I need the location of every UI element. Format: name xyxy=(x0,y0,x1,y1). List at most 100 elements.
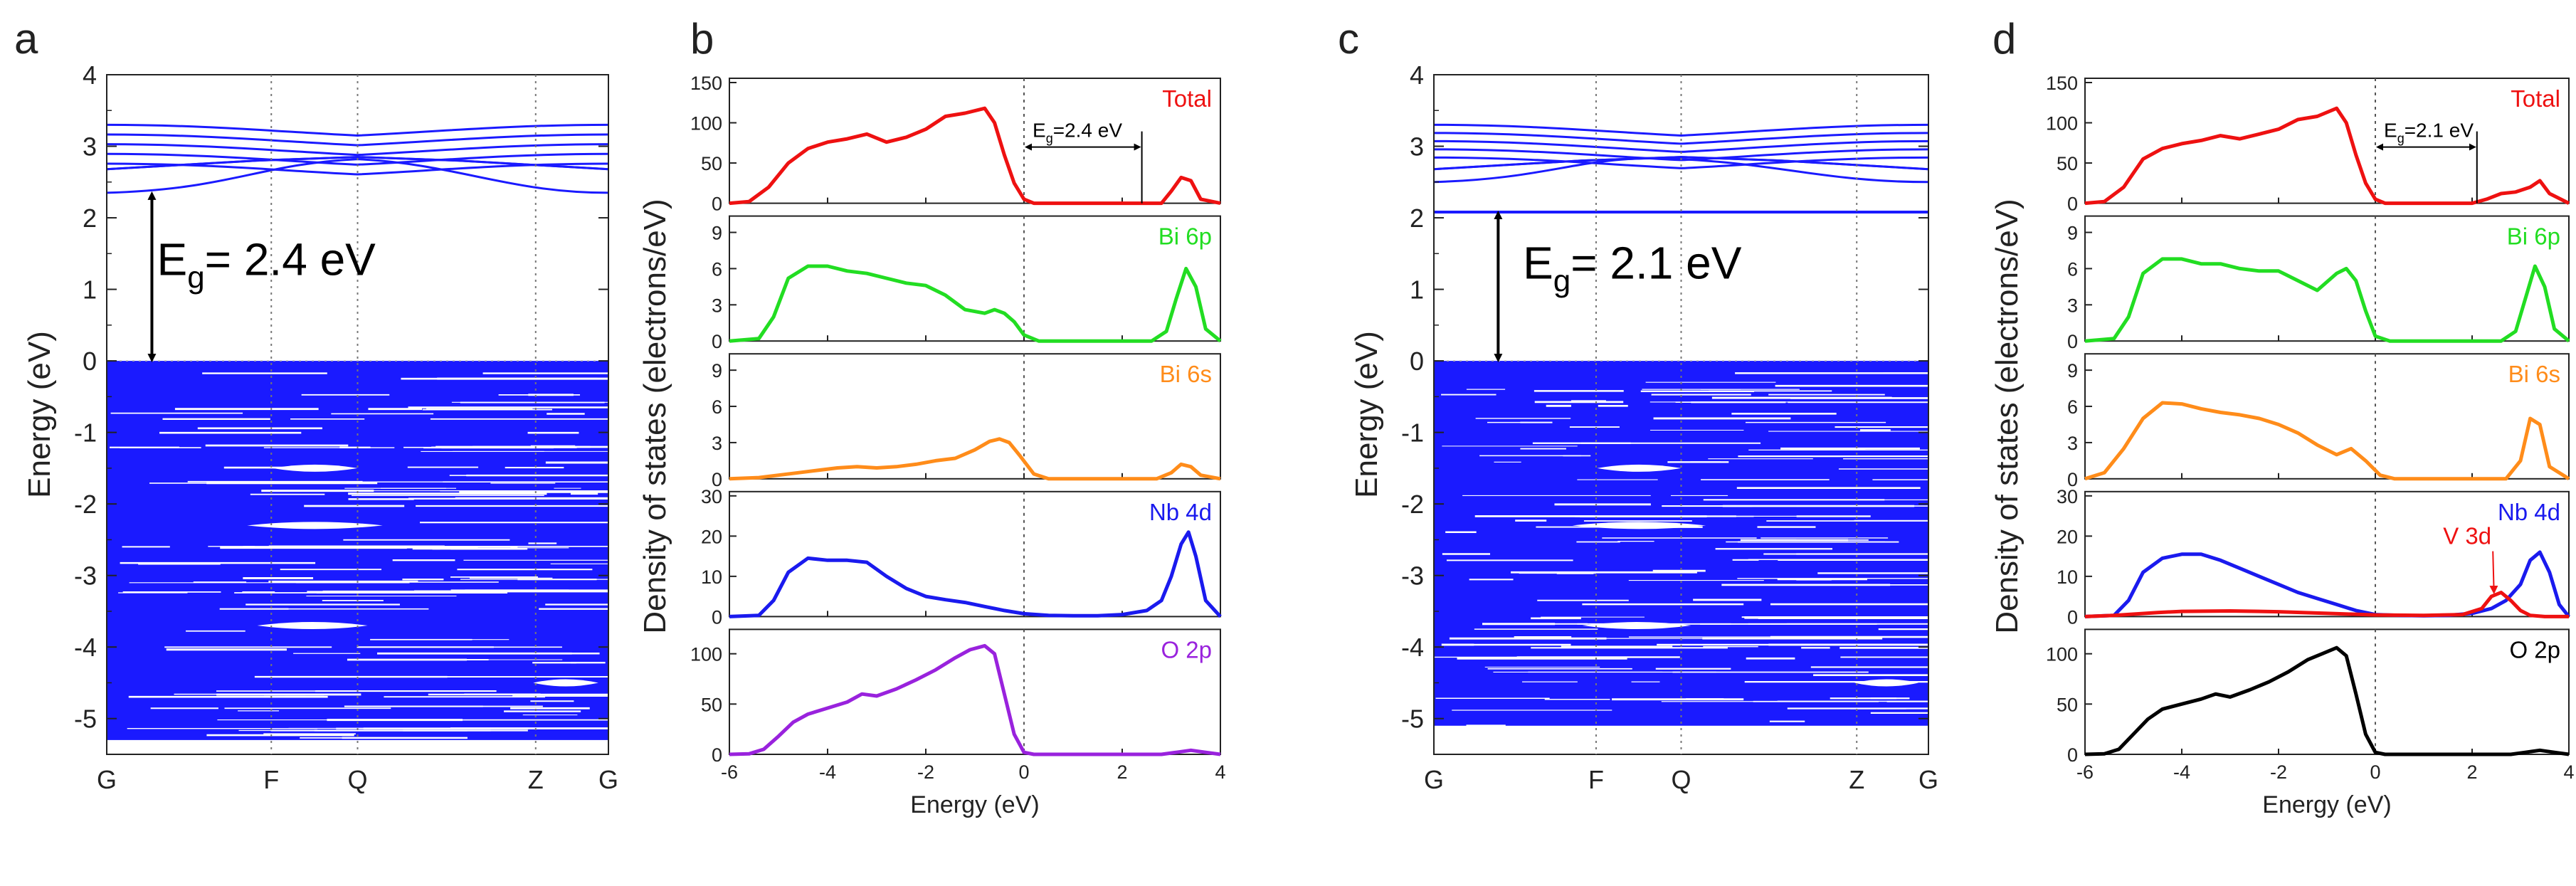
x-tick-label: -2 xyxy=(2270,761,2287,783)
y-tick-label: 0 xyxy=(712,744,722,766)
subplot-label: Nb 4d xyxy=(2498,499,2560,525)
x-tick-label: 0 xyxy=(2370,761,2380,783)
x-tick-label: 4 xyxy=(2563,761,2574,783)
y-tick-label: -5 xyxy=(1401,705,1424,734)
y-tick-label: -2 xyxy=(1401,490,1424,519)
y-tick-label: -5 xyxy=(74,705,97,734)
band-lens xyxy=(1854,679,1919,687)
kpoint-label: G xyxy=(598,765,618,794)
dos-subplot: 0 3 6 9 Bi 6s xyxy=(2067,353,2570,490)
eg-sub: g xyxy=(187,260,204,295)
x-tick-label: 4 xyxy=(1215,761,1225,783)
conduction-band-line xyxy=(1433,156,1929,171)
y-tick-label: 3 xyxy=(712,295,722,316)
kpoint-label: F xyxy=(1588,765,1604,794)
y-tick-label: 6 xyxy=(2067,396,2078,418)
y-tick-label: 4 xyxy=(1410,60,1424,90)
panel-letter: a xyxy=(14,15,38,63)
eg-main: E xyxy=(1033,120,1046,142)
y-tick-label: 1 xyxy=(1410,275,1424,305)
dos-subplot: 0 50 100 O 2p -6 -4 -2 0 2 4 xyxy=(2046,628,2575,783)
dos-curve xyxy=(729,643,1221,756)
dos-subplot: 0 50 100 O 2p -6 -4 -2 0 2 4 xyxy=(690,628,1226,783)
dos-curve xyxy=(2084,645,2570,756)
y-tick-label: 0 xyxy=(2067,331,2078,352)
y-tick-label: 2 xyxy=(1410,204,1424,233)
y-tick-label: 9 xyxy=(712,223,722,244)
subplot-label: Bi 6p xyxy=(2507,223,2560,250)
y-tick-label: 100 xyxy=(690,113,722,135)
y-tick-label: 50 xyxy=(701,153,722,174)
y-tick-label: 30 xyxy=(2057,486,2078,507)
dos-subplot: 0 50 100 150 Total Eg=2.4 eV xyxy=(690,73,1221,215)
dos-curve xyxy=(729,437,1221,481)
y-axis-title: Energy (eV) xyxy=(1349,331,1384,498)
subplot-label: Total xyxy=(2511,85,2560,112)
band-lens xyxy=(1572,522,1706,529)
dos-subplot: 0 3 6 9 Bi 6p xyxy=(2067,215,2570,352)
dos-curve xyxy=(2084,257,2570,343)
kpoint-label: G xyxy=(97,765,117,794)
dos-subplot: 0 3 6 9 Bi 6s xyxy=(712,353,1221,490)
y-tick-label: 9 xyxy=(2067,223,2078,244)
dos-curve xyxy=(729,264,1222,343)
subplot-frame xyxy=(2084,490,2570,618)
subplot-label: Nb 4d xyxy=(1149,499,1212,525)
kpoint-label: G xyxy=(1918,765,1938,794)
x-tick-label: -4 xyxy=(2173,761,2190,783)
subplot-frame xyxy=(729,215,1221,342)
x-tick-label: -4 xyxy=(819,761,836,783)
band-gap-label: Eg= 2.4 eV xyxy=(157,233,376,295)
x-tick-label: 2 xyxy=(1117,761,1127,783)
y-tick-label: -4 xyxy=(1401,633,1424,662)
panel-letter: c xyxy=(1338,15,1359,63)
conduction-band-line xyxy=(106,143,609,157)
x-tick-label: -2 xyxy=(917,761,934,783)
panel-c-band-structure: c -5 -4 -3 -2 -1 0 1 2 3 4 G F Q Z G Energy (eV) Eg= 2.1 … xyxy=(1338,15,1938,794)
y-tick-label: 0 xyxy=(712,194,722,215)
x-tick-label: 2 xyxy=(2466,761,2477,783)
y-tick-label: 3 xyxy=(2067,295,2078,316)
dos-subplot: 0 50 100 150 Total Eg=2.1 eV xyxy=(2046,73,2570,215)
dos-subplot: 0 10 20 30 Nb 4d xyxy=(2057,486,2570,628)
y-tick-label: 150 xyxy=(2046,73,2078,94)
dos-subplot: 0 3 6 9 Bi 6p xyxy=(712,215,1222,352)
eg-sub: g xyxy=(2397,132,2405,146)
kpoint-label: G xyxy=(1424,765,1444,794)
y-tick-label: -3 xyxy=(1401,561,1424,591)
y-tick-label: 9 xyxy=(712,360,722,381)
y-tick-label: -1 xyxy=(74,418,97,448)
conduction-band-line xyxy=(1433,156,1929,169)
y-tick-label: 100 xyxy=(2046,644,2078,665)
kpoint-label: Z xyxy=(528,765,544,794)
eg-rest: =2.4 eV xyxy=(1053,120,1123,142)
y-tick-label: -4 xyxy=(74,633,97,662)
y-tick-label: -3 xyxy=(74,561,97,591)
subplot-frame xyxy=(729,78,1221,204)
dos-curve xyxy=(729,530,1222,618)
subplot-frame xyxy=(2084,628,2570,756)
gap-label: Eg=2.4 eV xyxy=(1033,120,1122,146)
panel-letter: b xyxy=(690,15,714,63)
subplot-frame xyxy=(2084,353,2570,480)
kpoint-label: Q xyxy=(347,765,367,794)
y-tick-label: 20 xyxy=(701,526,722,547)
y-tick-label: 0 xyxy=(712,331,722,352)
y-tick-label: 0 xyxy=(2067,194,2078,215)
y-tick-label: 50 xyxy=(701,694,722,715)
band-gap-label: Eg= 2.1 eV xyxy=(1523,238,1742,299)
y-tick-label: 6 xyxy=(712,396,722,418)
y-tick-label: 10 xyxy=(701,566,722,588)
y-tick-label: 0 xyxy=(712,469,722,490)
y-tick-label: 0 xyxy=(83,347,97,376)
conduction-band-line xyxy=(106,123,609,137)
band-lens xyxy=(533,679,598,687)
y-tick-label: 4 xyxy=(83,60,97,90)
subplot-frame xyxy=(2084,215,2570,342)
subplot-frame xyxy=(729,628,1221,756)
y-tick-label: 0 xyxy=(712,606,722,628)
y-tick-label: -1 xyxy=(1401,418,1424,448)
y-axis-title: Density of states (electrons/eV) xyxy=(638,199,672,633)
y-tick-label: 0 xyxy=(2067,744,2078,766)
y-tick-label: 1 xyxy=(83,275,97,305)
